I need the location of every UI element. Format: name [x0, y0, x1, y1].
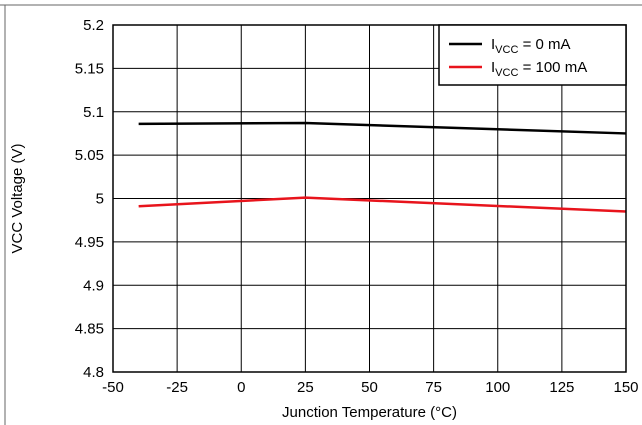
plot-area-border [112, 24, 627, 373]
y-tick-label: 5.2 [83, 17, 104, 34]
y-tick-label: 5.15 [75, 60, 104, 77]
legend-label-2: IVCC = 100 mA [491, 59, 587, 79]
y-axis-label: VCC Voltage (V) [9, 143, 26, 253]
y-tick-label: 5.1 [83, 104, 104, 121]
series-line-1 [138, 121, 627, 135]
y-tick-label: 4.9 [83, 277, 104, 294]
x-tick-label: 100 [485, 379, 510, 396]
y-tick-labels: 4.8 4.85 4.9 4.95 5 5.05 5.1 5.15 5.2 [75, 17, 104, 381]
x-tick-label: -25 [166, 379, 188, 396]
x-tick-label: 25 [297, 379, 314, 396]
x-tick-label: 75 [425, 379, 442, 396]
x-tick-label: 125 [549, 379, 574, 396]
y-tick-label: 5.05 [75, 147, 104, 164]
x-tick-labels: -50 -25 0 25 50 75 100 125 150 [102, 379, 638, 396]
y-tick-label: 4.95 [75, 234, 104, 251]
y-tick-label: 5 [96, 191, 104, 208]
legend-box [438, 24, 627, 86]
x-tick-label: 150 [613, 379, 638, 396]
series-line-2 [138, 196, 627, 213]
y-tick-label: 4.85 [75, 321, 104, 338]
legend-label-1: IVCC = 0 mA [491, 36, 571, 56]
x-axis-label: Junction Temperature (°C) [282, 404, 457, 421]
series-layer [138, 121, 627, 213]
x-tick-label: 0 [237, 379, 245, 396]
x-tick-label: 50 [361, 379, 378, 396]
x-tick-label: -50 [102, 379, 124, 396]
y-tick-label: 4.8 [83, 364, 104, 381]
legend: IVCC = 0 mA IVCC = 100 mA [438, 24, 627, 86]
